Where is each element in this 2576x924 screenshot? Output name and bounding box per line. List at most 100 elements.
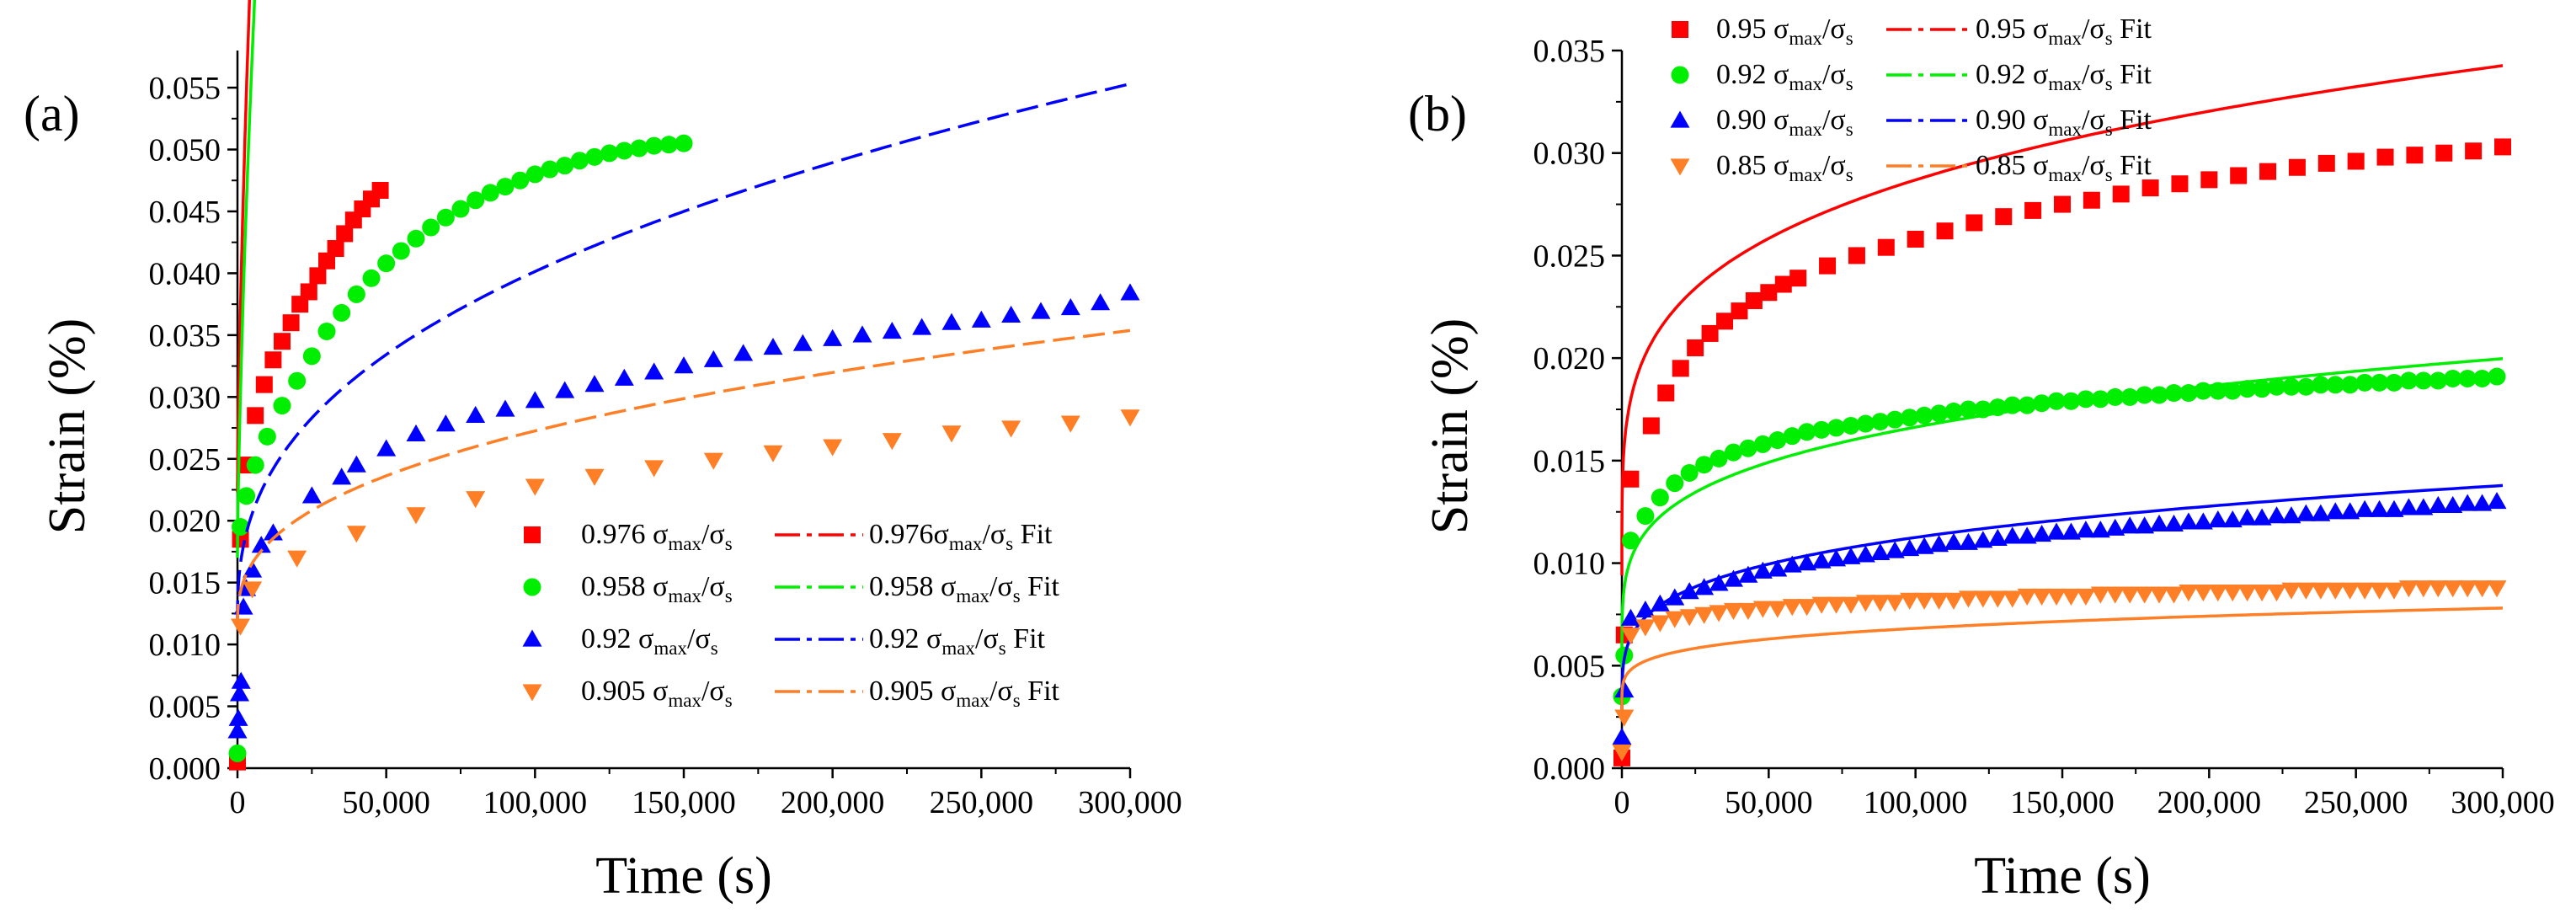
data-point <box>1995 208 2013 226</box>
data-point <box>1819 257 1837 275</box>
data-point <box>1900 539 1920 557</box>
x-tick-label: 100,000 <box>483 785 588 820</box>
data-point <box>2398 580 2419 598</box>
legend-marker <box>524 526 541 543</box>
data-point <box>1635 619 1656 637</box>
data-point <box>2017 588 2037 606</box>
data-point <box>2061 588 2081 606</box>
data-point <box>2193 512 2213 530</box>
data-point <box>451 200 470 218</box>
data-point <box>1856 414 1875 433</box>
data-point <box>2090 521 2110 538</box>
data-point <box>1752 601 1773 618</box>
data-point <box>1907 230 1924 248</box>
data-point <box>1091 293 1111 311</box>
data-point <box>674 356 694 374</box>
y-tick-label: 0.010 <box>1533 547 1606 582</box>
data-point <box>1001 420 1021 438</box>
data-point <box>1827 549 1847 567</box>
data-point <box>511 171 530 190</box>
data-point <box>1811 596 1832 614</box>
data-point <box>376 439 397 457</box>
legend-label: 0.92 σmax/σs <box>581 623 718 659</box>
data-point <box>1612 727 1632 745</box>
y-axis-title: Strain (%) <box>1421 318 1479 535</box>
series-1 <box>228 0 693 762</box>
data-point <box>2414 371 2433 390</box>
legend-marker <box>522 684 542 702</box>
data-point <box>2282 377 2301 396</box>
data-point <box>2208 510 2228 528</box>
data-point <box>1120 409 1140 427</box>
x-tick-label: 200,000 <box>2157 785 2262 820</box>
data-point <box>264 351 282 369</box>
x-tick-label: 300,000 <box>1078 785 1182 820</box>
data-point <box>1679 609 1699 627</box>
data-point <box>2341 376 2360 394</box>
series-0 <box>1613 64 2511 766</box>
panel-b: 0 50,000 100,000 150,000 200,000 250,000 300,0… <box>1408 13 2555 905</box>
fit-line <box>1620 606 2504 711</box>
data-point <box>525 391 545 409</box>
data-point <box>1901 409 1919 427</box>
data-point <box>1929 592 1949 610</box>
data-point <box>1973 590 1993 608</box>
data-point <box>2443 580 2463 598</box>
fit-line <box>236 328 1131 627</box>
data-point <box>2347 152 2365 170</box>
x-tick-label: 150,000 <box>632 785 736 820</box>
data-point <box>1709 449 1728 467</box>
y-axis-title: Strain (%) <box>39 318 96 535</box>
data-point <box>2457 580 2477 598</box>
data-point <box>2296 582 2316 600</box>
series-2 <box>227 82 1140 739</box>
data-point <box>2237 585 2258 602</box>
data-point <box>2317 154 2335 172</box>
data-point <box>1827 419 1846 437</box>
data-point <box>615 142 633 160</box>
data-point <box>1797 599 1817 617</box>
data-point <box>2398 498 2419 515</box>
data-point <box>2325 502 2345 520</box>
data-point <box>2054 195 2071 213</box>
data-point <box>1797 553 1817 571</box>
data-point <box>1870 542 1891 561</box>
data-point <box>2120 586 2140 604</box>
data-point <box>231 618 251 636</box>
data-point <box>2237 508 2258 526</box>
data-point <box>347 285 365 303</box>
data-point <box>852 325 872 343</box>
data-point <box>2033 394 2051 413</box>
data-point <box>1687 339 1704 356</box>
data-point <box>1944 532 1964 550</box>
legend-fit-label: 0.905 σmax/σs Fit <box>869 676 1060 711</box>
x-tick-label: 300,000 <box>2451 785 2555 820</box>
series-2 <box>1612 483 2507 745</box>
data-point <box>1768 431 1787 450</box>
data-point <box>346 526 366 543</box>
data-point <box>2428 495 2448 514</box>
data-point <box>1620 628 1640 645</box>
data-point <box>406 424 426 442</box>
data-point <box>1738 565 1758 583</box>
y-tick-label: 0.015 <box>1533 444 1606 479</box>
data-point <box>227 721 248 739</box>
data-point <box>2429 371 2447 390</box>
data-point <box>2222 585 2243 602</box>
y-tick-label: 0.045 <box>149 195 221 230</box>
data-point <box>2487 492 2507 510</box>
legend-marker <box>522 629 542 647</box>
data-point <box>2435 144 2453 162</box>
data-point <box>362 269 381 287</box>
data-point <box>317 322 336 340</box>
x-tick-label: 200,000 <box>781 785 885 820</box>
data-point <box>644 362 664 380</box>
data-point <box>2312 376 2330 394</box>
series-1 <box>1613 357 2506 706</box>
data-point <box>2238 380 2257 398</box>
legend: 0.976 σmax/σs 0.976σmax/σs Fit 0.958 σmax/… <box>522 519 1060 711</box>
data-point <box>614 368 634 386</box>
data-point <box>1944 592 1964 610</box>
data-point <box>436 208 455 227</box>
data-point <box>1900 592 1920 610</box>
